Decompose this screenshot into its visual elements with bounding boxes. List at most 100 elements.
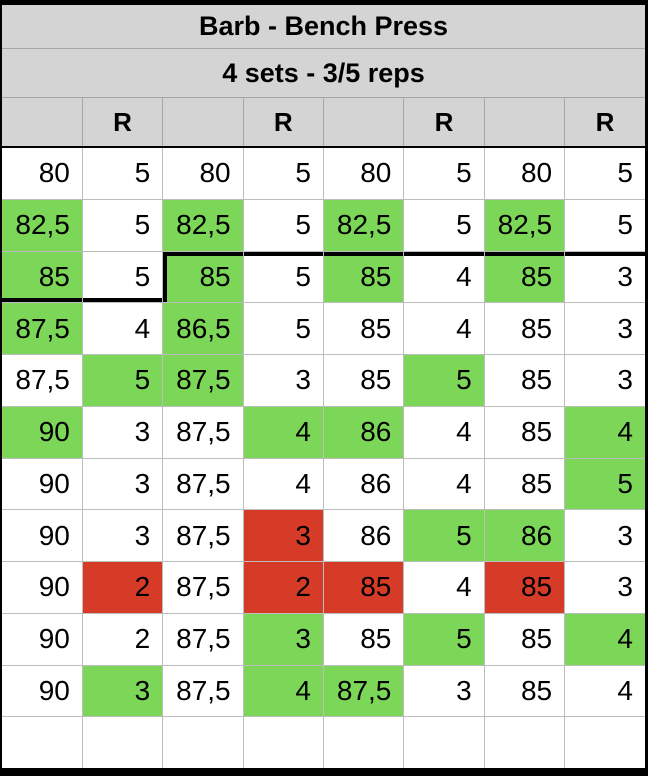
- cell[interactable]: 4: [564, 612, 645, 666]
- cell[interactable]: 86: [322, 405, 405, 459]
- cell[interactable]: 87,5: [162, 405, 244, 459]
- cell[interactable]: 87,5: [2, 354, 83, 407]
- column-header[interactable]: R: [81, 97, 163, 148]
- cell[interactable]: 5: [242, 250, 325, 304]
- cell[interactable]: [483, 716, 566, 768]
- cell[interactable]: 5: [242, 302, 325, 355]
- cell[interactable]: 85: [483, 457, 566, 511]
- column-header[interactable]: R: [403, 97, 485, 148]
- cell[interactable]: [162, 716, 244, 768]
- cell[interactable]: [564, 716, 645, 768]
- cell[interactable]: 5: [564, 198, 645, 252]
- cell[interactable]: 80: [322, 146, 405, 200]
- cell[interactable]: 87,5: [162, 612, 244, 666]
- column-header[interactable]: [2, 97, 83, 148]
- cell[interactable]: 5: [242, 146, 325, 200]
- cell[interactable]: 85: [483, 354, 566, 407]
- cell[interactable]: 5: [403, 612, 485, 666]
- cell[interactable]: 4: [81, 302, 164, 355]
- cell[interactable]: 85: [322, 250, 405, 304]
- cell[interactable]: 85: [322, 302, 405, 355]
- cell[interactable]: 85: [483, 250, 566, 304]
- cell[interactable]: 85: [483, 612, 566, 666]
- cell[interactable]: 4: [564, 405, 645, 459]
- cell[interactable]: 86,5: [162, 302, 244, 355]
- cell[interactable]: 4: [242, 664, 325, 718]
- cell[interactable]: 85: [483, 664, 566, 718]
- cell[interactable]: 4: [403, 405, 485, 459]
- cell[interactable]: 86: [483, 509, 566, 562]
- cell[interactable]: 5: [81, 198, 164, 252]
- cell[interactable]: 82,5: [162, 198, 244, 252]
- cell[interactable]: 82,5: [2, 198, 83, 252]
- cell[interactable]: [2, 716, 83, 768]
- cell[interactable]: 4: [403, 302, 485, 355]
- cell[interactable]: 5: [564, 146, 645, 200]
- cell[interactable]: 4: [403, 250, 485, 304]
- table-subtitle[interactable]: 4 sets - 3/5 reps: [2, 48, 645, 98]
- cell[interactable]: 3: [564, 250, 645, 304]
- cell[interactable]: 3: [81, 405, 164, 459]
- cell[interactable]: 86: [322, 509, 405, 562]
- cell[interactable]: 4: [403, 561, 485, 614]
- cell[interactable]: 87,5: [162, 354, 244, 407]
- cell[interactable]: 90: [2, 405, 83, 459]
- column-header[interactable]: R: [242, 97, 324, 148]
- cell[interactable]: 85: [162, 250, 244, 304]
- cell[interactable]: 5: [403, 198, 485, 252]
- cell[interactable]: 5: [81, 354, 164, 407]
- cell[interactable]: 3: [564, 509, 645, 562]
- cell[interactable]: 3: [242, 612, 325, 666]
- cell[interactable]: 87,5: [162, 664, 244, 718]
- column-header[interactable]: R: [564, 97, 645, 148]
- cell[interactable]: 5: [81, 146, 164, 200]
- cell[interactable]: 87,5: [162, 561, 244, 614]
- cell[interactable]: 87,5: [2, 302, 83, 355]
- cell[interactable]: 87,5: [322, 664, 405, 718]
- cell[interactable]: 3: [403, 664, 485, 718]
- cell[interactable]: 3: [81, 664, 164, 718]
- cell[interactable]: 87,5: [162, 509, 244, 562]
- cell[interactable]: 2: [81, 612, 164, 666]
- cell[interactable]: 85: [483, 405, 566, 459]
- cell[interactable]: 2: [242, 561, 325, 614]
- cell[interactable]: 5: [403, 509, 485, 562]
- cell[interactable]: 87,5: [162, 457, 244, 511]
- cell[interactable]: 4: [242, 457, 325, 511]
- cell[interactable]: [81, 716, 164, 768]
- cell[interactable]: 85: [322, 561, 405, 614]
- table-title[interactable]: Barb - Bench Press: [2, 5, 645, 49]
- cell[interactable]: 4: [242, 405, 325, 459]
- column-header[interactable]: [162, 97, 244, 148]
- cell[interactable]: 4: [564, 664, 645, 718]
- cell[interactable]: 3: [81, 509, 164, 562]
- column-header[interactable]: [322, 97, 404, 148]
- cell[interactable]: 80: [162, 146, 244, 200]
- cell[interactable]: 80: [2, 146, 83, 200]
- cell[interactable]: 85: [483, 302, 566, 355]
- cell[interactable]: 90: [2, 612, 83, 666]
- cell[interactable]: 3: [564, 561, 645, 614]
- cell[interactable]: 85: [322, 612, 405, 666]
- cell[interactable]: 85: [483, 561, 566, 614]
- cell[interactable]: [242, 716, 325, 768]
- cell[interactable]: 3: [81, 457, 164, 511]
- cell[interactable]: 90: [2, 664, 83, 718]
- cell[interactable]: 3: [242, 354, 325, 407]
- cell[interactable]: 3: [242, 509, 325, 562]
- cell[interactable]: 80: [483, 146, 566, 200]
- cell[interactable]: 5: [81, 250, 164, 304]
- cell[interactable]: 82,5: [322, 198, 405, 252]
- cell[interactable]: 5: [403, 146, 485, 200]
- cell[interactable]: [322, 716, 405, 768]
- cell[interactable]: 4: [403, 457, 485, 511]
- cell[interactable]: 2: [81, 561, 164, 614]
- cell[interactable]: 90: [2, 457, 83, 511]
- cell[interactable]: 82,5: [483, 198, 566, 252]
- cell[interactable]: 85: [2, 250, 83, 304]
- cell[interactable]: 5: [242, 198, 325, 252]
- cell[interactable]: 3: [564, 354, 645, 407]
- cell[interactable]: 85: [322, 354, 405, 407]
- column-header[interactable]: [483, 97, 565, 148]
- cell[interactable]: 3: [564, 302, 645, 355]
